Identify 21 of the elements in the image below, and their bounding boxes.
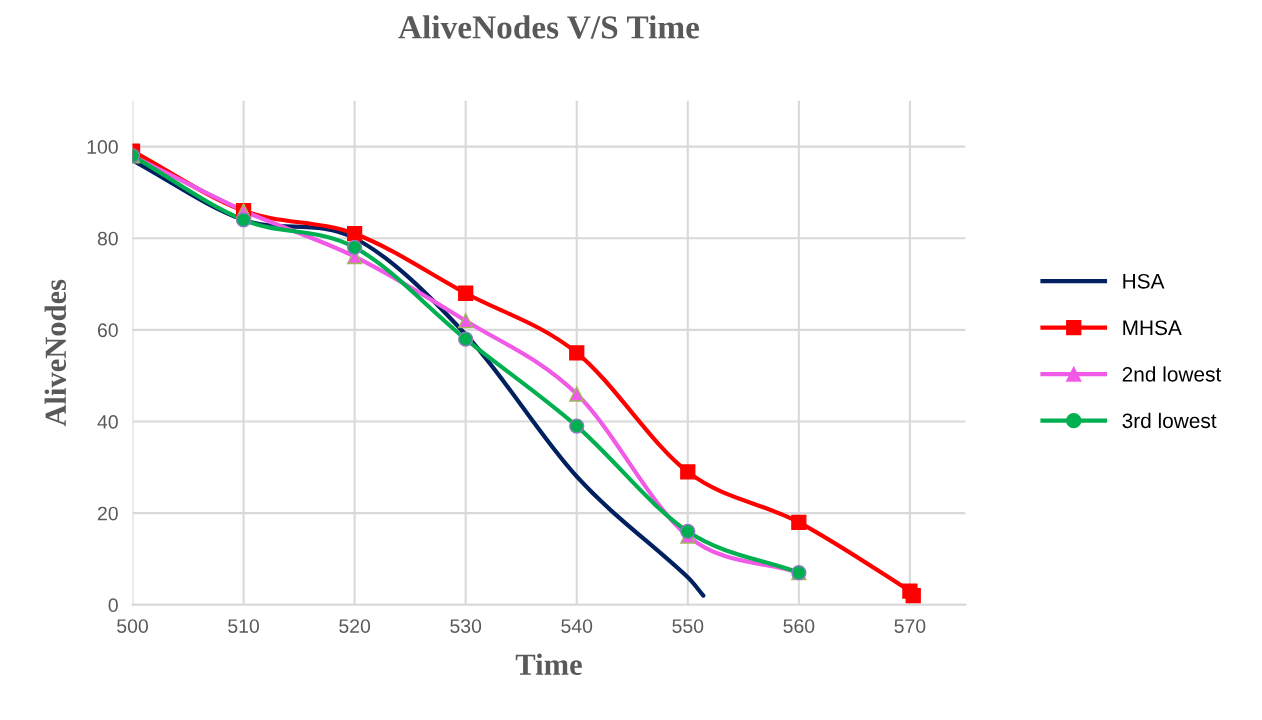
y-tick-label: 40 — [97, 415, 118, 429]
y-tick-label: 80 — [97, 231, 118, 246]
y-tick-label: 20 — [97, 506, 118, 521]
x-axis-title: Time — [515, 653, 582, 675]
x-tick-label: 520 — [339, 619, 371, 633]
y-tick-label: 100 — [87, 140, 118, 154]
x-tick-label: 500 — [117, 619, 148, 633]
y-tick-label: 0 — [108, 598, 118, 613]
y-axis-title: AliveNodes — [44, 279, 67, 427]
x-tick-label: 550 — [672, 619, 704, 633]
chart-title: AliveNodes V/S Time — [398, 15, 700, 39]
legend-label: 3rd lowest — [1122, 412, 1217, 429]
legend-label: 2nd lowest — [1122, 366, 1222, 382]
legend-label: HSA — [1123, 273, 1165, 289]
x-tick-label: 560 — [783, 619, 815, 633]
x-tick-label: 570 — [894, 619, 926, 633]
y-tick-label: 60 — [97, 323, 118, 338]
x-tick-label: 510 — [228, 619, 260, 633]
legend-label: MHSA — [1123, 320, 1182, 336]
x-tick-label: 530 — [450, 619, 482, 633]
x-tick-label: 540 — [561, 619, 593, 633]
